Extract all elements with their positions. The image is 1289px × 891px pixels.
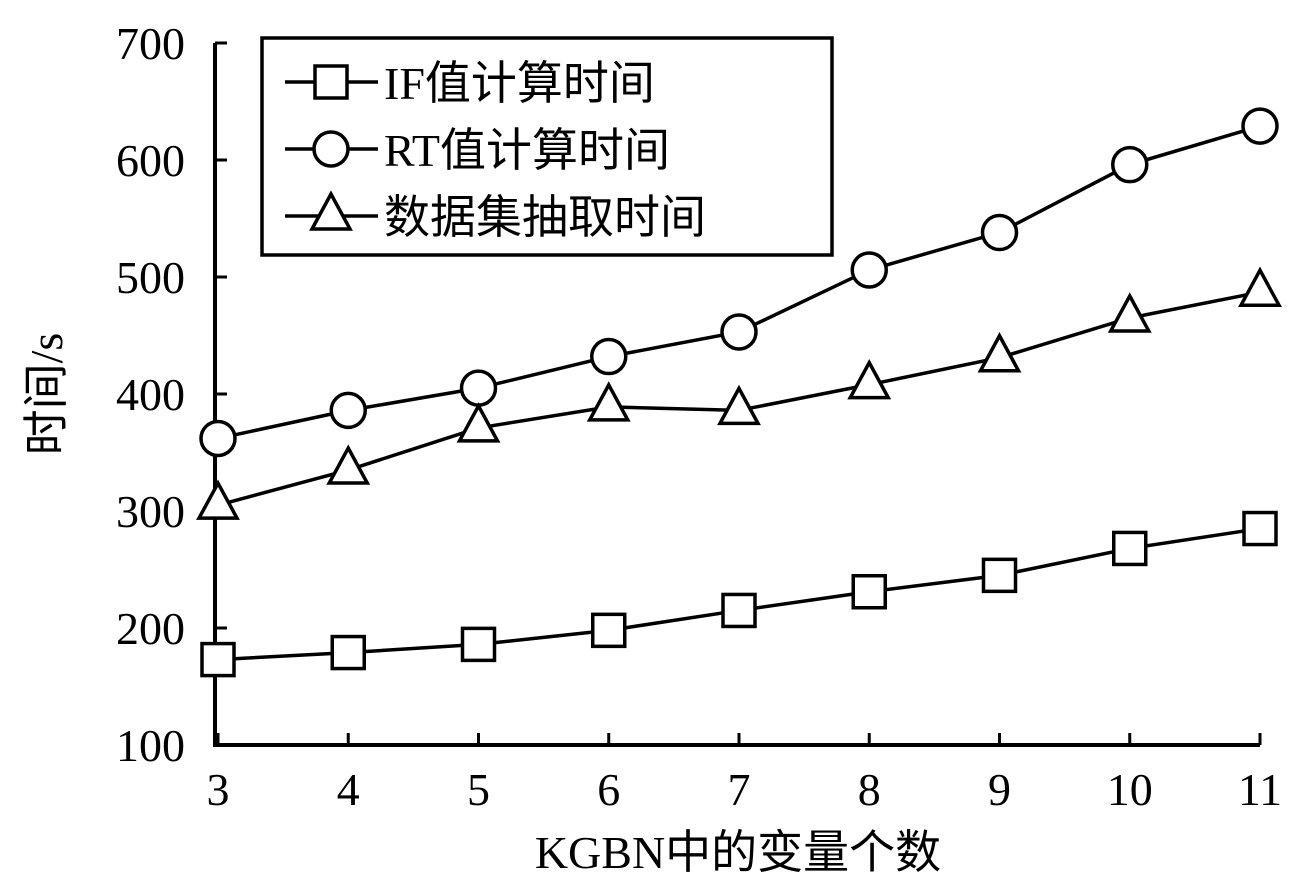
x-tick-label: 8 [858, 764, 881, 815]
legend-label: RT值计算时间 [384, 125, 670, 176]
triangle-marker [1238, 266, 1282, 307]
triangle-marker [977, 332, 1022, 373]
square-marker [313, 64, 349, 100]
triangle-marker [717, 384, 761, 426]
triangle-marker [1107, 292, 1152, 333]
circle-marker [312, 130, 350, 168]
square-marker [1112, 530, 1148, 567]
triangle-marker [196, 479, 240, 520]
x-tick-label: 4 [337, 764, 360, 815]
y-tick-label: 100 [116, 720, 185, 771]
triangle-marker [586, 381, 631, 422]
x-tick-label: 11 [1238, 764, 1282, 815]
square-marker [851, 573, 887, 610]
triangle-marker [326, 444, 371, 485]
circle-marker [199, 419, 237, 458]
circle-marker [1241, 107, 1279, 145]
square-marker [200, 641, 236, 678]
circle-marker [459, 369, 498, 407]
series-group [196, 107, 1282, 678]
x-tick-label: 5 [467, 764, 490, 815]
legend-item: IF值计算时间 [285, 58, 655, 109]
circle-marker [329, 391, 367, 430]
y-tick-label: 700 [116, 18, 185, 69]
legend-label: IF值计算时间 [384, 58, 655, 109]
y-tick-label: 200 [116, 603, 185, 654]
x-tick-label: 10 [1107, 764, 1153, 815]
series-circle [199, 107, 1279, 458]
series-triangle [196, 266, 1282, 520]
square-marker [591, 612, 627, 649]
x-tick-label: 9 [988, 764, 1011, 815]
square-marker [981, 557, 1018, 594]
square-marker [721, 592, 757, 629]
axes [213, 41, 1262, 747]
x-tick-label: 3 [207, 764, 230, 815]
circle-marker [980, 213, 1019, 252]
x-tick-label: 6 [597, 764, 620, 815]
y-tick-label: 500 [116, 252, 185, 303]
x-tick-label: 7 [728, 764, 751, 815]
square-marker [330, 634, 366, 671]
square-marker [460, 626, 497, 663]
y-axis-label: 时间/s [21, 333, 72, 456]
circle-marker [1111, 145, 1149, 184]
legend-item: RT值计算时间 [285, 125, 670, 176]
triangle-marker [309, 190, 353, 231]
y-tick-label: 400 [116, 369, 185, 420]
circle-marker [720, 313, 758, 351]
y-tick-label: 300 [116, 486, 185, 537]
y-tick-label: 600 [116, 135, 185, 186]
legend-item: 数据集抽取时间 [285, 190, 706, 243]
series-square [200, 510, 1278, 678]
tick-labels: 100 200 300 400 500 600 700 3 4 5 6 7 8 9 10 11 [116, 18, 1282, 815]
x-axis-label: KGBN中的变量个数 [535, 827, 941, 878]
circle-marker [850, 251, 888, 289]
circle-marker [590, 337, 628, 376]
triangle-marker [847, 358, 892, 400]
legend-box [260, 36, 834, 257]
legend-label: 数据集抽取时间 [384, 192, 706, 243]
triangle-marker [456, 402, 501, 443]
square-marker [1242, 510, 1278, 547]
